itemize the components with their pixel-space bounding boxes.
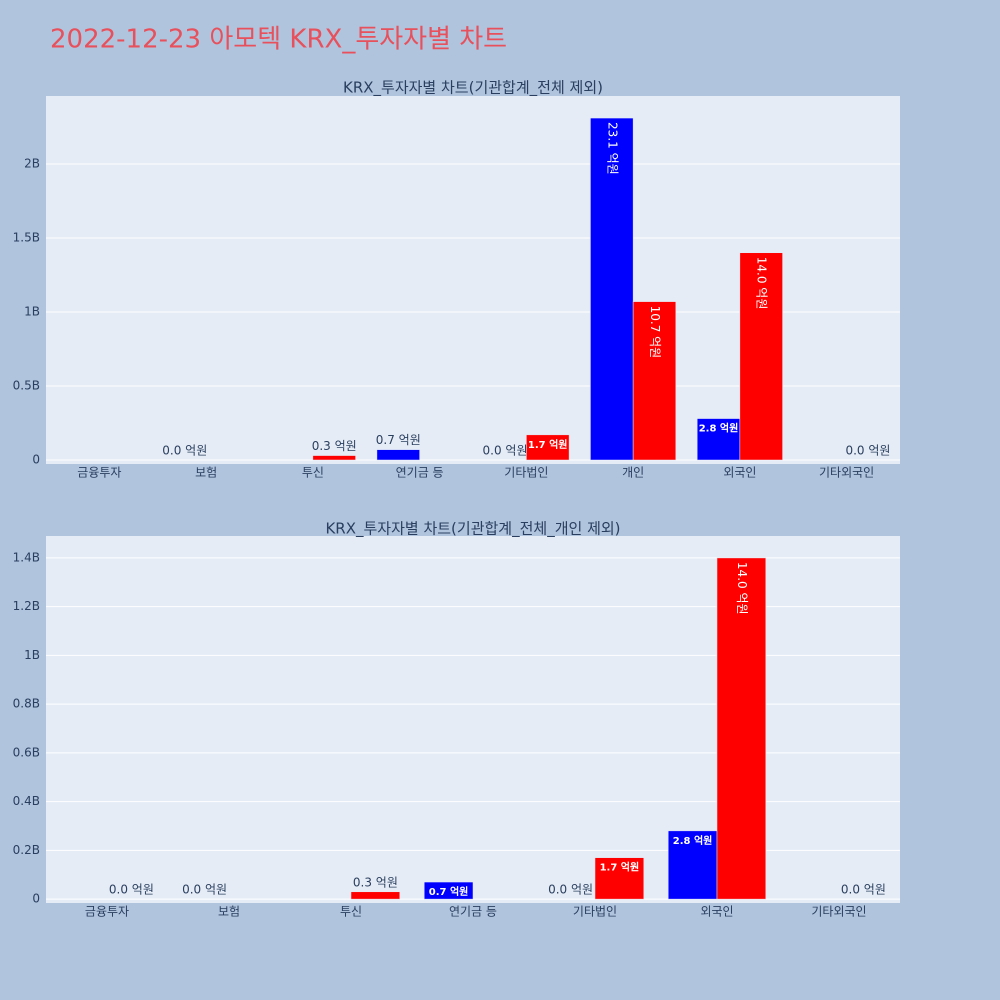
x-tick-label: 기타외국인 bbox=[819, 466, 874, 480]
value-label: 0.0 억원 bbox=[182, 883, 227, 897]
x-tick-label: 금융투자 bbox=[77, 466, 121, 480]
bar bbox=[526, 434, 570, 461]
value-label: 0.0 억원 bbox=[548, 883, 593, 897]
bar bbox=[376, 449, 420, 461]
value-label: 1.7 억원 bbox=[600, 861, 640, 874]
y-tick-label: 1B bbox=[24, 648, 40, 662]
y-tick-label: 0.6B bbox=[13, 745, 40, 759]
y-tick-label: 1B bbox=[24, 304, 40, 318]
y-tick-label: 0.4B bbox=[13, 794, 40, 808]
value-label: 2.8 억원 bbox=[699, 422, 739, 435]
value-label: 0.3 억원 bbox=[312, 439, 357, 453]
y-tick-label: 1.5B bbox=[13, 230, 40, 244]
x-tick-label: 개인 bbox=[622, 466, 644, 480]
value-label: 14.0 억원 bbox=[755, 257, 769, 310]
x-tick-label: 보험 bbox=[218, 905, 240, 919]
plot-area bbox=[46, 536, 900, 903]
x-tick-label: 기타외국인 bbox=[811, 905, 866, 919]
y-tick-label: 1.2B bbox=[13, 599, 40, 613]
value-label: 1.7 억원 bbox=[528, 438, 568, 451]
bar bbox=[716, 557, 767, 900]
y-tick-label: 0.2B bbox=[13, 843, 40, 857]
x-tick-label: 투신 bbox=[340, 905, 362, 919]
bar bbox=[667, 830, 718, 900]
value-label: 23.1 억원 bbox=[605, 122, 619, 175]
x-tick-label: 기타법인 bbox=[573, 905, 617, 919]
y-tick-label: 0.5B bbox=[13, 378, 40, 392]
value-label: 14.0 억원 bbox=[735, 562, 749, 615]
x-tick-label: 보험 bbox=[195, 466, 217, 480]
value-label: 0.0 억원 bbox=[483, 444, 528, 458]
chart-title: KRX_투자자별 차트(기관합계_전체_개인 제외) bbox=[325, 520, 620, 539]
bar bbox=[590, 117, 634, 461]
x-tick-label: 연기금 등 bbox=[449, 905, 497, 919]
value-label: 2.8 억원 bbox=[673, 834, 713, 847]
bar bbox=[312, 455, 356, 461]
value-label: 0.3 억원 bbox=[353, 875, 398, 889]
value-label: 0.0 억원 bbox=[841, 883, 886, 897]
x-tick-label: 금융투자 bbox=[85, 905, 129, 919]
bar bbox=[696, 418, 741, 461]
x-tick-label: 기타법인 bbox=[504, 466, 548, 480]
x-tick-label: 연기금 등 bbox=[396, 466, 444, 480]
y-tick-label: 1.4B bbox=[13, 550, 40, 564]
y-tick-label: 0 bbox=[32, 892, 40, 906]
y-tick-label: 0.8B bbox=[13, 697, 40, 711]
value-label: 0.0 억원 bbox=[162, 444, 207, 458]
y-tick-label: 0 bbox=[32, 453, 40, 467]
x-tick-label: 외국인 bbox=[700, 905, 733, 919]
x-tick-label: 외국인 bbox=[723, 466, 756, 480]
bar bbox=[423, 881, 474, 900]
value-label: 0.0 억원 bbox=[109, 883, 154, 897]
value-label: 0.0 억원 bbox=[845, 444, 890, 458]
value-label: 10.7 억원 bbox=[648, 306, 662, 359]
value-label: 0.7 억원 bbox=[376, 433, 421, 447]
x-tick-label: 투신 bbox=[302, 466, 324, 480]
bar bbox=[632, 301, 677, 461]
chart-title: KRX_투자자별 차트(기관합계_전체 제외) bbox=[343, 79, 603, 98]
bar bbox=[350, 891, 401, 900]
value-label: 0.7 억원 bbox=[429, 885, 469, 898]
bar bbox=[739, 252, 783, 461]
bar bbox=[594, 857, 645, 900]
page-title: 2022-12-23 아모텍 KRX_투자자별 차트 bbox=[50, 25, 507, 55]
y-tick-label: 2B bbox=[24, 156, 40, 170]
